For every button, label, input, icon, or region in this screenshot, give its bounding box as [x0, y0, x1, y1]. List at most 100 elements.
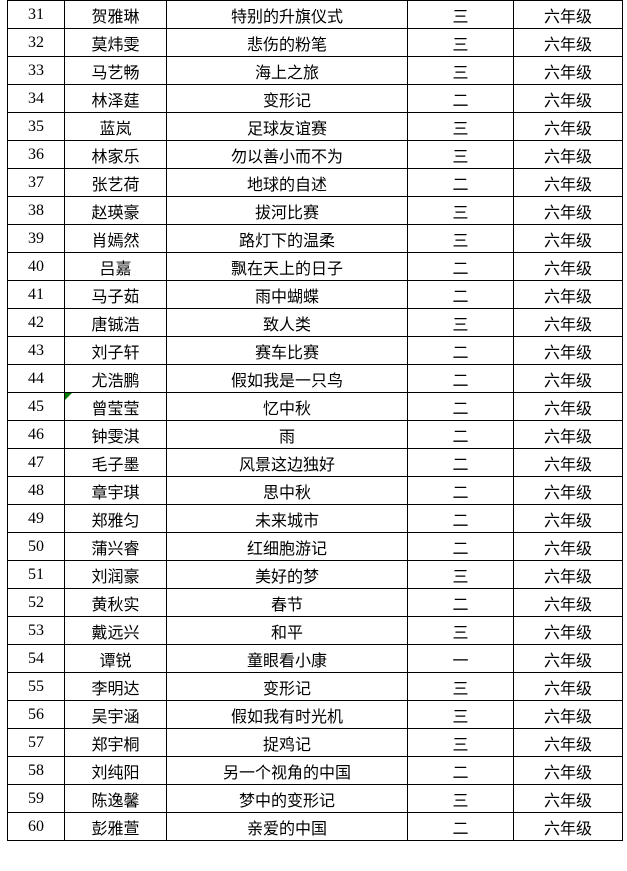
cell-no[interactable]: 49: [7, 504, 65, 533]
cell-no[interactable]: 31: [7, 0, 65, 29]
cell-no[interactable]: 57: [7, 728, 65, 757]
cell-level[interactable]: 二: [407, 84, 514, 113]
cell-name[interactable]: 郑宇桐: [64, 728, 167, 757]
cell-name[interactable]: 李明达: [64, 672, 167, 701]
cell-level[interactable]: 二: [407, 476, 514, 505]
cell-grade[interactable]: 六年级: [513, 224, 623, 253]
cell-no[interactable]: 60: [7, 812, 65, 841]
cell-title[interactable]: 雨: [166, 420, 408, 449]
cell-name[interactable]: 谭锐: [64, 644, 167, 673]
cell-name[interactable]: 吕嘉: [64, 252, 167, 281]
cell-grade[interactable]: 六年级: [513, 196, 623, 225]
cell-level[interactable]: 三: [407, 700, 514, 729]
cell-grade[interactable]: 六年级: [513, 756, 623, 785]
cell-title[interactable]: 路灯下的温柔: [166, 224, 408, 253]
cell-title[interactable]: 赛车比赛: [166, 336, 408, 365]
cell-level[interactable]: 二: [407, 392, 514, 421]
cell-name[interactable]: 陈逸馨: [64, 784, 167, 813]
cell-no[interactable]: 48: [7, 476, 65, 505]
cell-level[interactable]: 三: [407, 56, 514, 85]
cell-level[interactable]: 三: [407, 224, 514, 253]
cell-title[interactable]: 忆中秋: [166, 392, 408, 421]
cell-level[interactable]: 二: [407, 364, 514, 393]
cell-name[interactable]: 张艺荷: [64, 168, 167, 197]
cell-name[interactable]: 郑雅匀: [64, 504, 167, 533]
cell-grade[interactable]: 六年级: [513, 336, 623, 365]
cell-level[interactable]: 三: [407, 196, 514, 225]
cell-no[interactable]: 50: [7, 532, 65, 561]
cell-level[interactable]: 三: [407, 560, 514, 589]
cell-name[interactable]: 蓝岚: [64, 112, 167, 141]
cell-title[interactable]: 勿以善小而不为: [166, 140, 408, 169]
cell-name[interactable]: 刘子轩: [64, 336, 167, 365]
cell-title[interactable]: 地球的自述: [166, 168, 408, 197]
cell-level[interactable]: 三: [407, 728, 514, 757]
cell-no[interactable]: 35: [7, 112, 65, 141]
cell-name[interactable]: 林泽莛: [64, 84, 167, 113]
cell-name[interactable]: 赵瑛豪: [64, 196, 167, 225]
cell-level[interactable]: 二: [407, 280, 514, 309]
cell-grade[interactable]: 六年级: [513, 112, 623, 141]
cell-level[interactable]: 二: [407, 168, 514, 197]
cell-grade[interactable]: 六年级: [513, 728, 623, 757]
cell-no[interactable]: 46: [7, 420, 65, 449]
cell-title[interactable]: 童眼看小康: [166, 644, 408, 673]
cell-level[interactable]: 三: [407, 784, 514, 813]
cell-level[interactable]: 二: [407, 420, 514, 449]
cell-level[interactable]: 二: [407, 588, 514, 617]
cell-no[interactable]: 39: [7, 224, 65, 253]
cell-no[interactable]: 52: [7, 588, 65, 617]
cell-level[interactable]: 二: [407, 504, 514, 533]
cell-name[interactable]: 戴远兴: [64, 616, 167, 645]
cell-title[interactable]: 捉鸡记: [166, 728, 408, 757]
cell-level[interactable]: 三: [407, 308, 514, 337]
cell-grade[interactable]: 六年级: [513, 364, 623, 393]
cell-grade[interactable]: 六年级: [513, 532, 623, 561]
cell-no[interactable]: 55: [7, 672, 65, 701]
cell-level[interactable]: 二: [407, 448, 514, 477]
cell-grade[interactable]: 六年级: [513, 672, 623, 701]
cell-no[interactable]: 53: [7, 616, 65, 645]
cell-title[interactable]: 变形记: [166, 84, 408, 113]
cell-name[interactable]: 马子茹: [64, 280, 167, 309]
cell-name[interactable]: 章宇琪: [64, 476, 167, 505]
cell-level[interactable]: 三: [407, 112, 514, 141]
cell-no[interactable]: 51: [7, 560, 65, 589]
cell-title[interactable]: 亲爱的中国: [166, 812, 408, 841]
cell-name[interactable]: 彭雅萱: [64, 812, 167, 841]
cell-name[interactable]: 肖嫣然: [64, 224, 167, 253]
cell-level[interactable]: 二: [407, 532, 514, 561]
cell-name[interactable]: 吴宇涵: [64, 700, 167, 729]
cell-title[interactable]: 足球友谊赛: [166, 112, 408, 141]
cell-grade[interactable]: 六年级: [513, 784, 623, 813]
cell-title[interactable]: 悲伤的粉笔: [166, 28, 408, 57]
cell-level[interactable]: 三: [407, 616, 514, 645]
cell-level[interactable]: 二: [407, 252, 514, 281]
cell-grade[interactable]: 六年级: [513, 168, 623, 197]
cell-name[interactable]: 马艺畅: [64, 56, 167, 85]
cell-grade[interactable]: 六年级: [513, 560, 623, 589]
cell-grade[interactable]: 六年级: [513, 700, 623, 729]
cell-level[interactable]: 二: [407, 756, 514, 785]
cell-title[interactable]: 思中秋: [166, 476, 408, 505]
cell-title[interactable]: 假如我是一只鸟: [166, 364, 408, 393]
cell-no[interactable]: 41: [7, 280, 65, 309]
cell-level[interactable]: 二: [407, 812, 514, 841]
cell-grade[interactable]: 六年级: [513, 448, 623, 477]
cell-level[interactable]: 三: [407, 28, 514, 57]
cell-level[interactable]: 一: [407, 644, 514, 673]
cell-name[interactable]: 贺雅琳: [64, 0, 167, 29]
cell-name[interactable]: 刘润豪: [64, 560, 167, 589]
cell-title[interactable]: 未来城市: [166, 504, 408, 533]
cell-name[interactable]: 林家乐: [64, 140, 167, 169]
cell-level[interactable]: 三: [407, 0, 514, 29]
cell-title[interactable]: 春节: [166, 588, 408, 617]
cell-grade[interactable]: 六年级: [513, 392, 623, 421]
cell-grade[interactable]: 六年级: [513, 644, 623, 673]
cell-level[interactable]: 二: [407, 336, 514, 365]
cell-no[interactable]: 54: [7, 644, 65, 673]
cell-title[interactable]: 假如我有时光机: [166, 700, 408, 729]
cell-title[interactable]: 拔河比赛: [166, 196, 408, 225]
cell-grade[interactable]: 六年级: [513, 140, 623, 169]
cell-title[interactable]: 海上之旅: [166, 56, 408, 85]
